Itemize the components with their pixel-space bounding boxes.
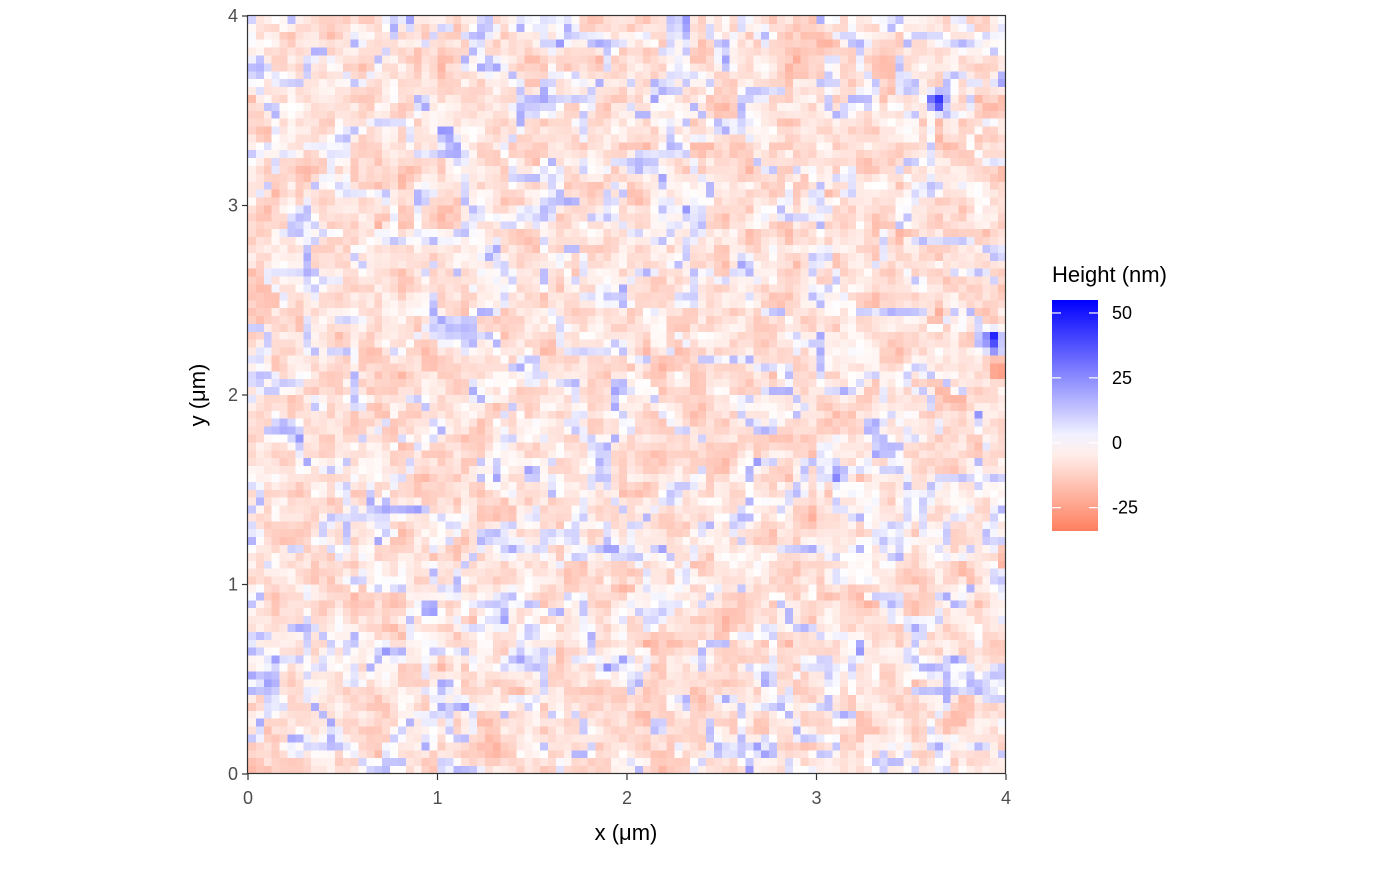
y-tick-label: 2 (228, 385, 238, 405)
y-axis-title: y (μm) (185, 364, 210, 427)
legend-ticks: 50 25 0 -25 (1052, 303, 1138, 518)
height-heatmap (248, 16, 1006, 774)
plot-panel (246, 14, 1007, 775)
x-tick-label: 0 (243, 788, 253, 808)
legend-title: Height (nm) (1052, 262, 1167, 287)
x-axis-title: x (μm) (595, 820, 658, 845)
x-tick-label: 3 (811, 788, 821, 808)
legend-label: 50 (1112, 303, 1132, 323)
y-axis: 0 1 2 3 4 (228, 6, 248, 784)
legend-label: 0 (1112, 433, 1122, 453)
legend-label: 25 (1112, 368, 1132, 388)
x-tick-label: 1 (432, 788, 442, 808)
x-tick-label: 4 (1001, 788, 1011, 808)
x-tick-label: 2 (622, 788, 632, 808)
y-tick-label: 1 (228, 575, 238, 595)
y-tick-label: 0 (228, 764, 238, 784)
legend-colorbar (1052, 300, 1098, 531)
x-axis: 0 1 2 3 4 (243, 774, 1011, 808)
y-tick-label: 3 (228, 196, 238, 216)
y-tick-label: 4 (228, 6, 238, 26)
legend: Height (nm) 50 25 0 -25 (1052, 262, 1167, 531)
legend-label: -25 (1112, 498, 1138, 518)
